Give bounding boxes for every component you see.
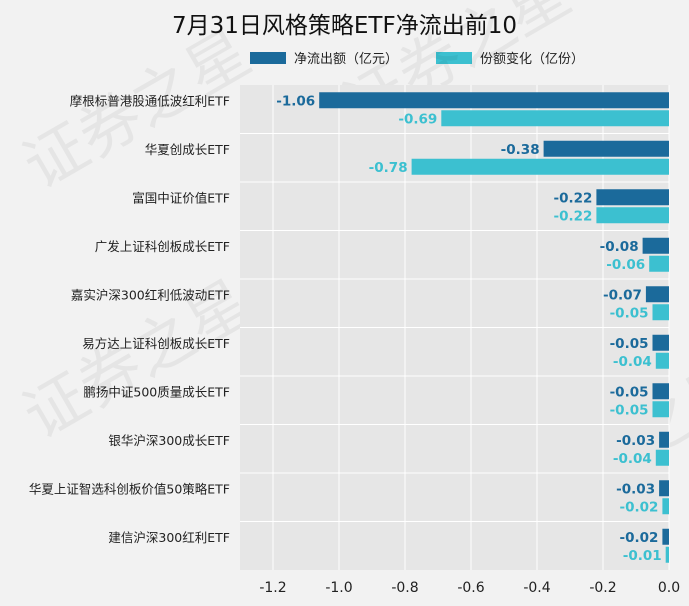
bar-share-change	[411, 158, 669, 175]
data-label-net-outflow: -0.03	[616, 433, 655, 449]
category-label: 华夏创成长ETF	[145, 142, 230, 157]
data-label-share-change: -0.04	[613, 354, 652, 370]
data-label-share-change: -0.01	[623, 548, 662, 564]
category-label: 富国中证价值ETF	[132, 190, 230, 205]
category-label: 易方达上证科创板成长ETF	[82, 336, 230, 351]
bar-share-change	[649, 255, 669, 272]
legend-item-net-outflow: 净流出额（亿元）	[250, 48, 398, 67]
legend: 净流出额（亿元） 份额变化（亿份）	[250, 48, 622, 67]
bar-share-change	[662, 498, 669, 515]
data-label-net-outflow: -0.22	[553, 190, 592, 206]
legend-label-net-outflow: 净流出额（亿元）	[294, 52, 399, 67]
category-label: 鹏扬中证500质量成长ETF	[83, 384, 230, 399]
x-tick-label: -1.0	[325, 580, 352, 596]
bar-share-change	[652, 401, 669, 418]
chart-title: 7月31日风格策略ETF净流出前10	[172, 13, 517, 39]
category-label: 华夏上证智选科创板价值50策略ETF	[29, 481, 230, 496]
bar-net-outflow	[662, 528, 669, 545]
data-label-share-change: -0.04	[613, 451, 652, 467]
bar-share-change	[655, 352, 669, 369]
category-label: 摩根标普港股通低波红利ETF	[70, 93, 230, 108]
bar-share-change	[655, 449, 669, 466]
data-label-share-change: -0.05	[610, 402, 649, 418]
x-tick-label: -0.4	[523, 580, 550, 596]
bar-share-change	[652, 304, 669, 321]
bar-net-outflow	[543, 140, 669, 157]
data-label-share-change: -0.22	[553, 208, 592, 224]
watermark-text: 证券之星	[11, 16, 262, 203]
category-label: 银华沪深300成长ETF	[108, 433, 230, 448]
bar-share-change	[665, 546, 669, 563]
bar-net-outflow	[319, 92, 669, 109]
data-label-share-change: -0.05	[610, 305, 649, 321]
data-label-net-outflow: -0.02	[619, 530, 658, 546]
data-label-net-outflow: -0.08	[600, 239, 639, 255]
data-label-share-change: -0.02	[619, 499, 658, 515]
data-label-share-change: -0.78	[369, 160, 408, 176]
legend-swatch-share-change	[436, 51, 473, 64]
category-label: 嘉实沪深300红利低波动ETF	[71, 287, 230, 302]
data-label-share-change: -0.69	[398, 111, 437, 127]
bar-net-outflow	[659, 480, 669, 497]
x-tick-label: -0.6	[457, 580, 484, 596]
x-tick-label: -1.2	[259, 580, 286, 596]
data-label-net-outflow: -0.03	[616, 481, 655, 497]
data-label-net-outflow: -0.05	[610, 384, 649, 400]
legend-label-share-change: 份额变化（亿份）	[480, 52, 585, 67]
data-label-net-outflow: -0.38	[501, 142, 540, 158]
x-tick-label: 0.0	[658, 580, 680, 596]
data-label-net-outflow: -0.07	[603, 287, 642, 303]
bar-share-change	[441, 110, 669, 127]
bar-share-change	[596, 207, 669, 224]
bar-net-outflow	[659, 431, 669, 448]
category-label: 建信沪深300红利ETF	[108, 530, 230, 545]
data-label-net-outflow: -1.06	[276, 93, 315, 109]
x-tick-label: -0.8	[391, 580, 418, 596]
legend-item-share-change: 份额变化（亿份）	[436, 48, 584, 67]
legend-swatch-net-outflow	[250, 51, 286, 64]
data-label-share-change: -0.06	[606, 257, 645, 273]
bar-net-outflow	[642, 237, 669, 254]
x-tick-label: -0.2	[589, 580, 616, 596]
bar-net-outflow	[652, 334, 669, 351]
data-label-net-outflow: -0.05	[610, 336, 649, 352]
bar-net-outflow	[596, 189, 669, 206]
bar-net-outflow	[652, 383, 669, 400]
category-label: 广发上证科创板成长ETF	[95, 239, 230, 254]
bar-net-outflow	[645, 286, 669, 303]
